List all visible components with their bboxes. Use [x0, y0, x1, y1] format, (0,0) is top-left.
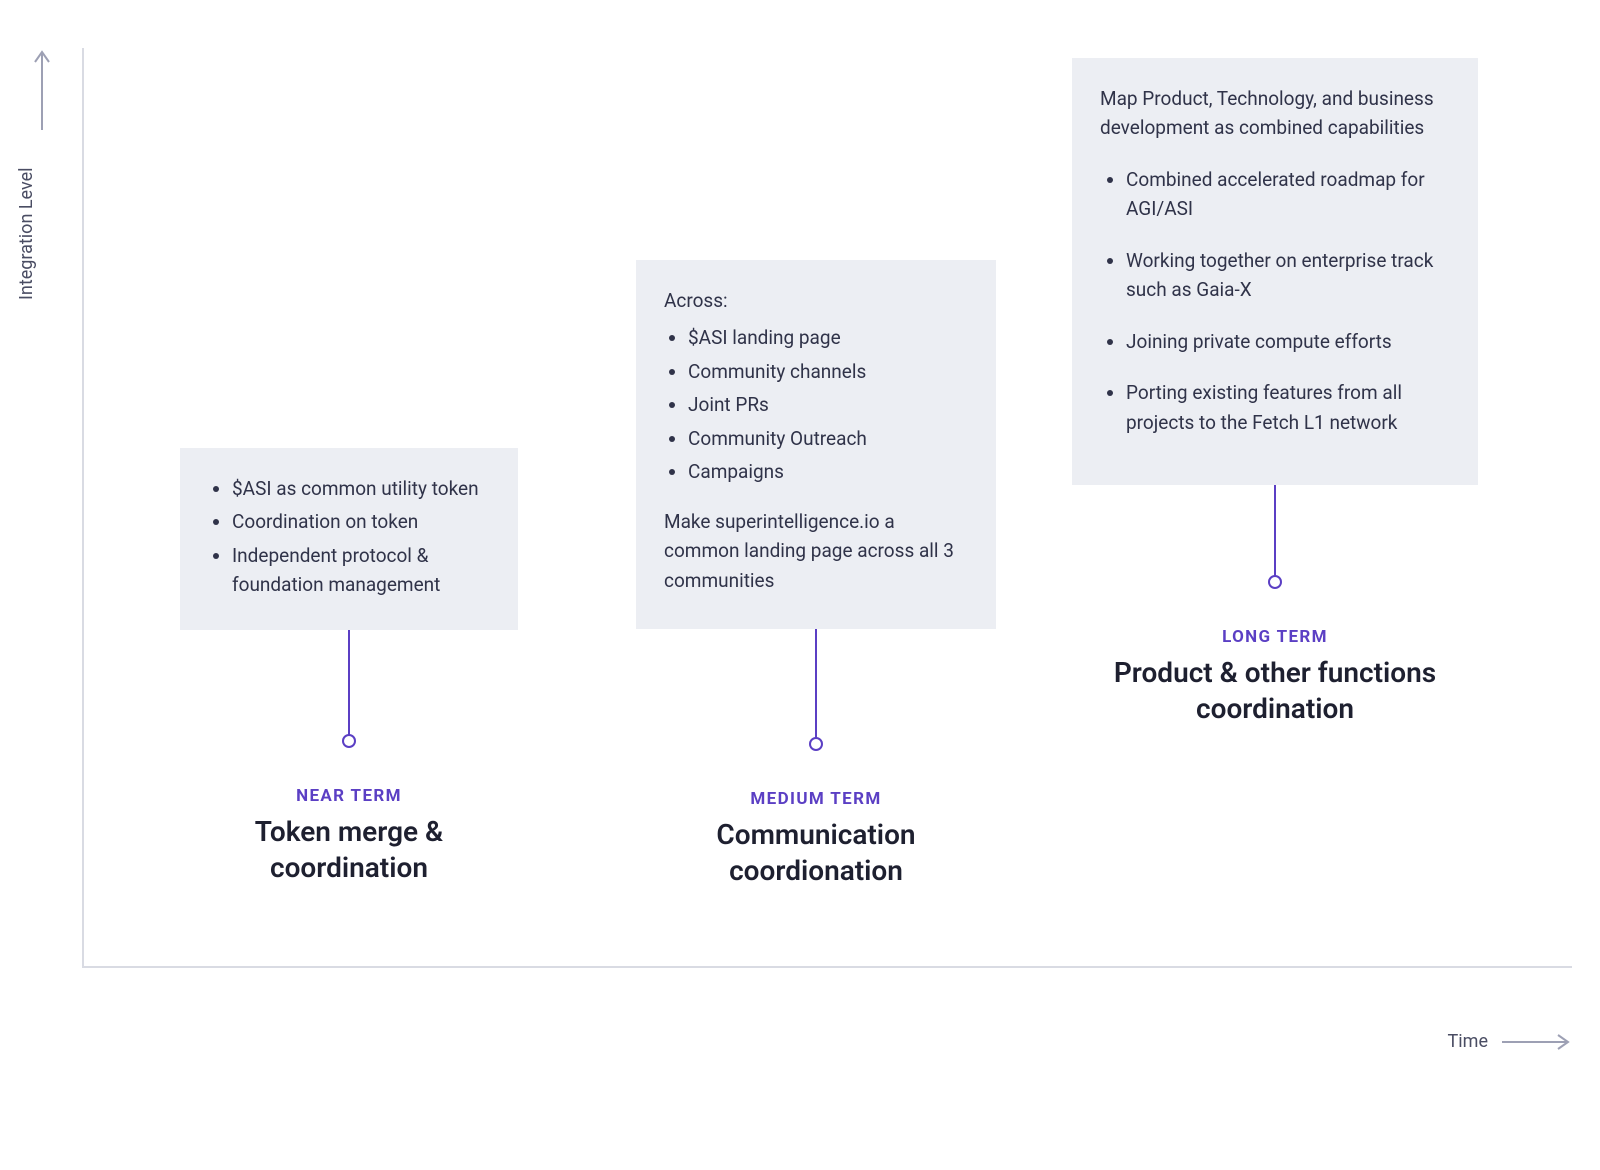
stem-dot-icon — [809, 737, 823, 751]
card-bullet: $ASI as common utility token — [232, 474, 490, 503]
card-bullet: Campaigns — [688, 457, 968, 486]
x-axis-arrow-icon — [1500, 1033, 1572, 1051]
card-bullet: Community Outreach — [688, 424, 968, 453]
stem-dot-icon — [342, 734, 356, 748]
x-axis-line — [82, 966, 1572, 968]
stem-box — [1072, 485, 1478, 603]
term-label: MEDIUM TERM — [750, 789, 881, 809]
stem-line — [815, 629, 817, 741]
card-bullets: $ASI landing page Community channels Joint… — [664, 323, 968, 486]
y-axis-line — [82, 48, 84, 968]
card-long: Map Product, Technology, and business de… — [1072, 58, 1478, 485]
y-axis-arrow-icon — [30, 48, 54, 134]
term-label: NEAR TERM — [296, 786, 402, 806]
term-title: Token merge & coordination — [255, 814, 443, 887]
term-title: Communication coordionation — [716, 817, 915, 890]
stem-box — [180, 630, 518, 762]
y-axis-label-text: Integration Level — [16, 167, 37, 300]
card-medium: Across: $ASI landing page Community channe… — [636, 260, 996, 629]
y-axis-label: Integration Level — [16, 167, 37, 300]
card-near: $ASI as common utility token Coordination… — [180, 448, 518, 630]
card-lead: Across: — [664, 286, 968, 315]
stem-line — [348, 630, 350, 738]
card-bullet: Working together on enterprise track suc… — [1126, 246, 1450, 305]
card-bullet: Coordination on token — [232, 507, 490, 536]
term-label: LONG TERM — [1222, 627, 1328, 647]
stem-line — [1274, 485, 1276, 579]
column-long: Map Product, Technology, and business de… — [1072, 58, 1478, 728]
x-axis-label-text: Time — [1448, 1031, 1488, 1052]
x-axis-label: Time — [1448, 1031, 1572, 1052]
card-bullet: Joint PRs — [688, 390, 968, 419]
card-bullet: Joining private compute efforts — [1126, 327, 1450, 356]
card-bullets: Combined accelerated roadmap for AGI/ASI… — [1100, 165, 1450, 437]
stem-dot-icon — [1268, 575, 1282, 589]
card-bullet: Porting existing features from all proje… — [1126, 378, 1450, 437]
stem-box — [636, 629, 996, 765]
column-near: $ASI as common utility token Coordination… — [180, 448, 518, 887]
term-title: Product & other functions coordination — [1114, 655, 1436, 728]
card-bullets: $ASI as common utility token Coordination… — [208, 474, 490, 600]
card-trailing: Make superintelligence.io a common landi… — [664, 507, 968, 595]
column-medium: Across: $ASI landing page Community channe… — [636, 260, 996, 890]
chart-area: $ASI as common utility token Coordination… — [82, 48, 1572, 968]
card-bullet: Independent protocol & foundation manage… — [232, 541, 490, 600]
card-bullet: Combined accelerated roadmap for AGI/ASI — [1126, 165, 1450, 224]
card-bullet: Community channels — [688, 357, 968, 386]
card-bullet: $ASI landing page — [688, 323, 968, 352]
card-lead: Map Product, Technology, and business de… — [1100, 84, 1450, 143]
